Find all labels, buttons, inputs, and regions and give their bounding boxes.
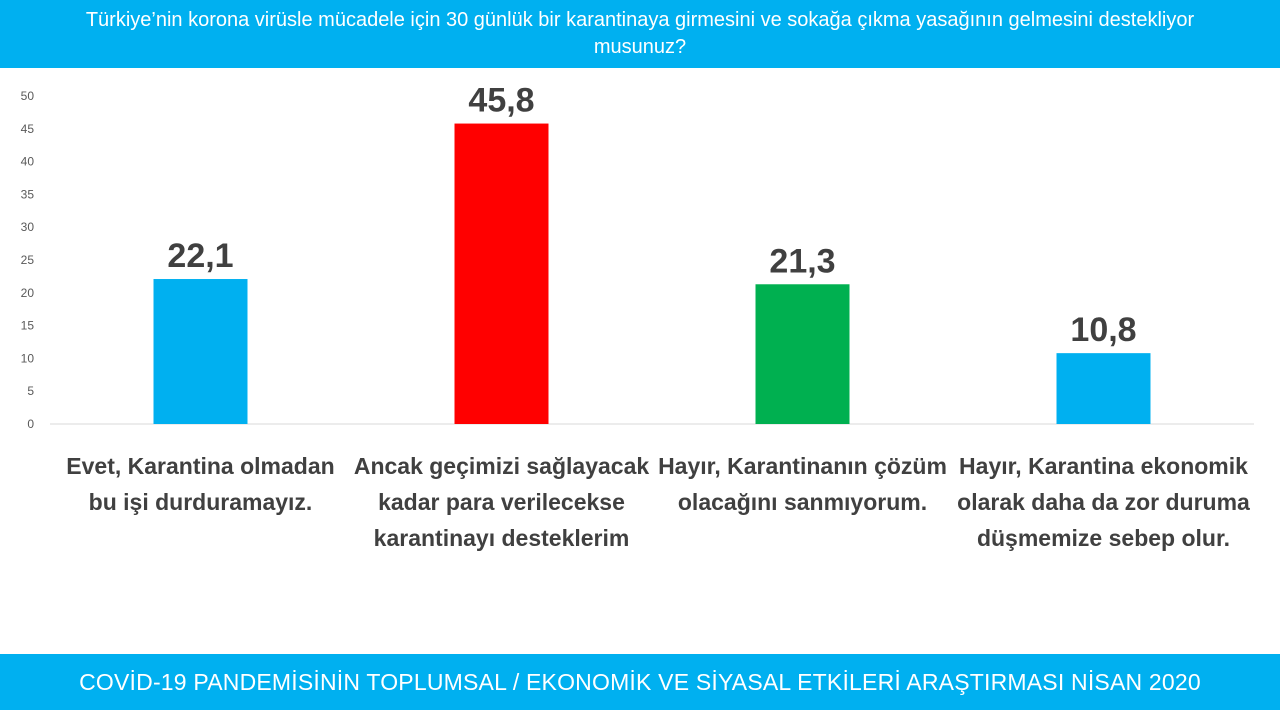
data-label: 21,3 [769, 242, 835, 280]
bar [1056, 353, 1151, 424]
y-tick-label: 25 [21, 253, 35, 267]
chart-title: Türkiye’nin korona virüsle mücadele için… [85, 9, 1195, 58]
y-tick-label: 40 [21, 155, 35, 169]
y-tick-label: 30 [21, 220, 35, 234]
footer-bar: COVİD-19 PANDEMİSİNİN TOPLUMSAL / EKONOM… [0, 654, 1280, 710]
y-tick-label: 35 [21, 187, 35, 201]
category-label: Hayır, Karantina ekonomik olarak daha da… [957, 453, 1250, 551]
category-label: Evet, Karantina olmadan bu işi durdurama… [66, 453, 335, 515]
chart-title-bar: Türkiye’nin korona virüsle mücadele için… [0, 0, 1280, 68]
bar-chart: 0 5 10 15 20 25 30 35 40 45 50 22,1 45,8 21,3 10,8 [21, 82, 1254, 431]
y-tick-label: 20 [21, 286, 35, 300]
y-tick-label: 5 [27, 384, 34, 398]
data-label: 10,8 [1070, 311, 1136, 349]
footer-text: COVİD-19 PANDEMİSİNİN TOPLUMSAL / EKONOM… [79, 668, 1201, 695]
bar [454, 123, 549, 424]
bar [755, 284, 850, 424]
data-label: 45,8 [468, 82, 534, 120]
y-tick-label: 50 [21, 89, 35, 103]
data-label: 22,1 [167, 237, 233, 275]
y-tick-label: 45 [21, 122, 35, 136]
bar [153, 279, 248, 424]
y-tick-label: 0 [27, 417, 34, 431]
y-tick-label: 10 [21, 351, 35, 365]
category-label: Ancak geçimizi sağlayacak kadar para ver… [353, 453, 650, 551]
category-label: Hayır, Karantinanın çözüm olacağını sanm… [658, 453, 947, 515]
y-tick-label: 15 [21, 319, 35, 333]
